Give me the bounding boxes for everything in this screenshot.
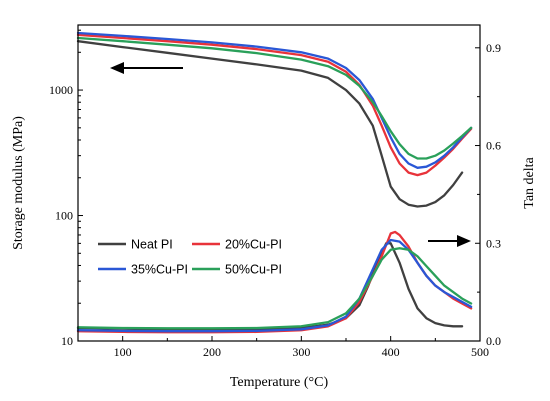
legend: Neat PI 20%Cu-PI 35%Cu-PI 50%Cu-PI bbox=[98, 238, 282, 277]
left-y-tick-label: 1000 bbox=[49, 83, 73, 97]
axes bbox=[77, 24, 481, 342]
series-line-storage-modulus-20pctcu-pi bbox=[76, 33, 473, 177]
legend-label-neat-pi: Neat PI bbox=[131, 238, 173, 252]
legend-label-35pctcu-pi: 35%Cu-PI bbox=[131, 263, 188, 277]
right-y-tick-label: 0.6 bbox=[486, 139, 501, 153]
series-line-tan-delta-neat-pi bbox=[76, 242, 464, 331]
x-axis-title: Temperature (°C) bbox=[230, 375, 329, 390]
left-y-tick-label: 100 bbox=[55, 209, 73, 223]
plot-frame bbox=[77, 24, 481, 342]
series-line-storage-modulus-35pctcu-pi bbox=[76, 31, 473, 169]
plot-lines bbox=[76, 31, 473, 334]
right-y-tick-label: 0.3 bbox=[486, 236, 501, 250]
x-tick-label: 300 bbox=[292, 345, 310, 359]
x-tick-label: 400 bbox=[382, 345, 400, 359]
right-y-tick-label: 0.0 bbox=[486, 334, 501, 348]
x-tick-label: 200 bbox=[203, 345, 221, 359]
arrow-to-right-axis-head bbox=[457, 235, 471, 247]
series-line-tan-delta-50pctcu-pi bbox=[76, 247, 473, 330]
left-y-axis-title: Storage modulus (MPa) bbox=[11, 116, 26, 250]
left-y-tick-label: 10 bbox=[61, 334, 73, 348]
series-line-tan-delta-35pctcu-pi bbox=[76, 238, 473, 333]
series-line-storage-modulus-neat-pi bbox=[76, 40, 464, 208]
right-y-tick-label: 0.9 bbox=[486, 41, 501, 55]
x-tick-label: 500 bbox=[471, 345, 489, 359]
legend-label-20pctcu-pi: 20%Cu-PI bbox=[225, 238, 282, 252]
series-line-storage-modulus-50pctcu-pi bbox=[76, 36, 473, 160]
right-y-axis-title: Tan delta bbox=[522, 156, 537, 208]
legend-label-50pctcu-pi: 50%Cu-PI bbox=[225, 263, 282, 277]
arrows bbox=[110, 62, 471, 247]
x-tick-label: 100 bbox=[114, 345, 132, 359]
ticks: 100 200 300 400 500 10 100 1000 0.0 0.3 0.6 0.9 bbox=[49, 29, 501, 359]
arrow-to-left-axis-head bbox=[110, 62, 124, 74]
